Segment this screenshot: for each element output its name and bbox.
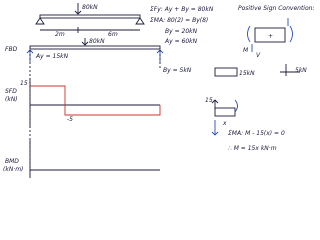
section-label: 15kN xyxy=(239,70,255,77)
background xyxy=(0,0,320,180)
sfd-value: 15 xyxy=(20,80,28,87)
equation: ΣFy: Ay + By = 80kN xyxy=(150,6,214,13)
convention-label: V xyxy=(256,52,261,59)
section-label: 5kN xyxy=(295,67,307,74)
section-sketch xyxy=(211,64,300,136)
bmd-unit: (kN·m) xyxy=(3,166,23,173)
dim-label: 2m xyxy=(55,31,65,38)
convention-label: M xyxy=(243,47,249,54)
equation: ΣMA: 80(2) = By(8) xyxy=(150,17,208,24)
section-label: x xyxy=(222,120,227,127)
sfd-sketch xyxy=(29,78,161,128)
beam-sketch xyxy=(35,3,145,33)
section-equation: ΣMA: M - 15(x) = 0 xyxy=(228,130,285,137)
page: {"problem": {"load": "80kN", "dims": ["2… xyxy=(0,0,320,180)
lecture-board: 80kN 2m 6m ΣFy: Ay + By = 80kN ΣMA: 80(2… xyxy=(0,0,320,180)
convention-title: Positive Sign Convention: xyxy=(238,5,314,12)
dim-label: 6m xyxy=(108,31,118,38)
reaction-label: By = 5kN xyxy=(163,67,192,74)
load-label: 80kN xyxy=(82,4,98,11)
bmd-label: BMD xyxy=(5,158,19,165)
sfd-label: SFD xyxy=(5,88,17,95)
section-equation: ∴ M = 15x kN·m xyxy=(228,145,277,152)
load-label: 80kN xyxy=(89,38,105,45)
section-label: 15 xyxy=(205,97,213,104)
sfd-value: -5 xyxy=(67,116,73,123)
sfd-unit: (kN) xyxy=(5,96,18,103)
equation: By = 20kN xyxy=(165,28,198,35)
convention-sign: + xyxy=(268,33,273,40)
fbd-label: FBD xyxy=(5,46,18,53)
bmd-axes xyxy=(29,140,160,178)
equation: Ay = 60kN xyxy=(164,38,198,45)
reaction-label: Ay = 15kN xyxy=(35,53,69,60)
convention-sketch xyxy=(247,18,293,52)
